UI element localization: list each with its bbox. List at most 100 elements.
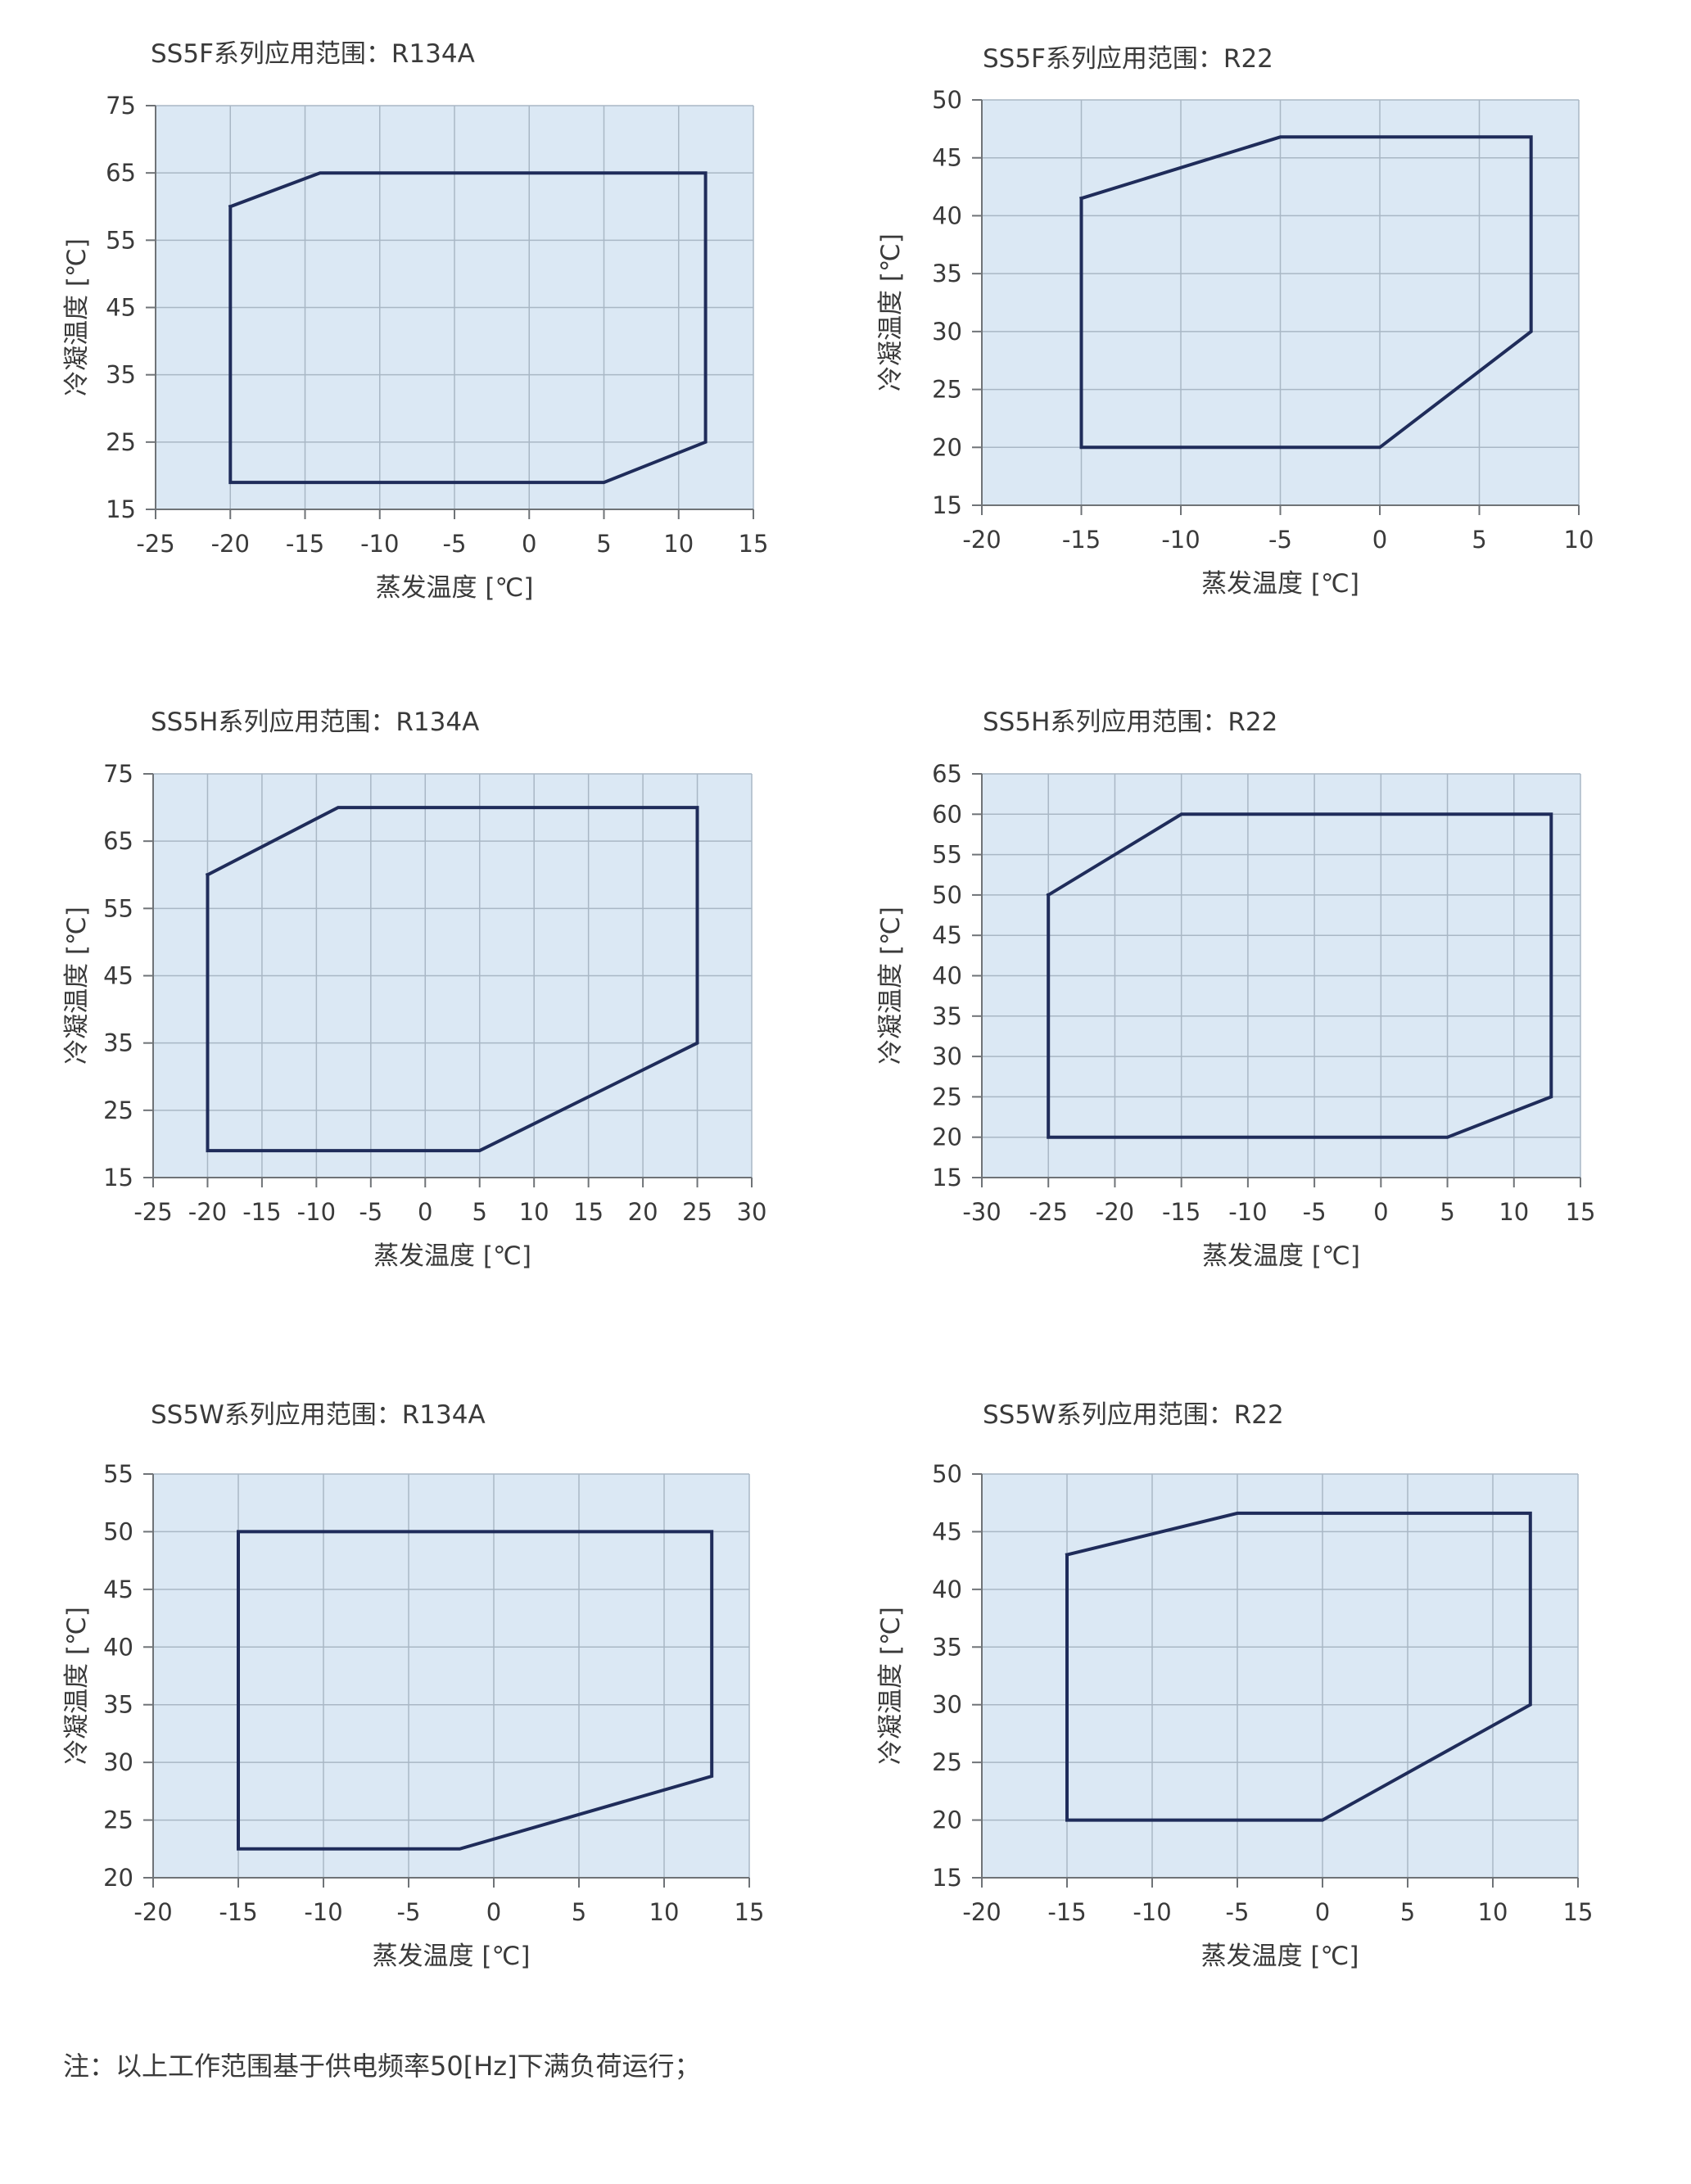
envelope-series-line	[228, 171, 708, 485]
chart-ss5w-r22: SS5W系列应用范围：R22 -20 -15 -10 -5 0 5 10 15 15 20 25 3…	[876, 1400, 1593, 1971]
chart-ss5f-r134a: SS5F系列应用范围：R134A -25 -20 -15 -10 -5 0 5 10 15 15…	[62, 39, 768, 603]
x-tick-label: 10	[519, 1198, 549, 1226]
x-tick-label: -15	[1047, 1898, 1086, 1926]
y-tick-label: 45	[932, 144, 962, 172]
x-tick-label: -15	[242, 1198, 281, 1226]
footnote: 注：以上工作范围基于供电频率50[Hz]下满负荷运行；	[63, 2051, 701, 2082]
x-tick-label: 0	[418, 1198, 432, 1226]
x-tick-label: 20	[628, 1198, 658, 1226]
gridlines	[981, 1473, 1579, 1879]
envelope-series-line	[1046, 812, 1553, 1139]
y-tick-label: 65	[932, 760, 962, 788]
y-tick-labels: 15 25 35 45 55 65 75	[106, 92, 136, 523]
y-tick-labels: 15 20 25 30 35 40 45 50 55 60 65	[932, 760, 962, 1191]
x-tick-label: -15	[1062, 526, 1101, 554]
axes	[972, 1473, 1579, 1888]
envelope-series-line	[237, 1530, 714, 1851]
chart-title: SS5H系列应用范围：R134A	[151, 708, 479, 737]
y-tick-label: 45	[103, 962, 133, 990]
axes	[143, 773, 753, 1187]
x-tick-label: 30	[737, 1198, 767, 1226]
y-tick-label: 15	[932, 491, 962, 519]
plot-area	[153, 1474, 749, 1878]
envelope-series-line	[205, 806, 699, 1153]
x-tick-label: -5	[1303, 1198, 1327, 1226]
y-tick-label: 20	[932, 1806, 962, 1834]
chart-title: SS5H系列应用范围：R22	[983, 708, 1277, 737]
x-tick-label: -10	[1228, 1198, 1267, 1226]
y-tick-label: 50	[103, 1517, 133, 1545]
y-tick-label: 30	[932, 1042, 962, 1070]
x-tick-label: -10	[1133, 1898, 1171, 1926]
y-tick-label: 45	[932, 1517, 962, 1545]
x-tick-label: 5	[1472, 526, 1486, 554]
y-tick-labels: 15 20 25 30 35 40 45 50	[932, 86, 962, 519]
x-tick-label: 10	[649, 1898, 680, 1926]
x-tick-label: -20	[962, 1898, 1001, 1926]
x-tick-label: 5	[572, 1898, 586, 1926]
chart-title: SS5F系列应用范围：R22	[983, 44, 1273, 74]
y-tick-label: 55	[103, 894, 133, 922]
y-tick-label: 40	[932, 1576, 962, 1603]
y-tick-label: 50	[932, 1460, 962, 1488]
x-tick-label: -20	[1096, 1198, 1134, 1226]
x-tick-label: -30	[962, 1198, 1001, 1226]
y-tick-label: 25	[932, 1748, 962, 1776]
y-tick-label: 25	[932, 1083, 962, 1110]
envelope-series-line	[1078, 135, 1533, 450]
x-tick-labels: -20 -15 -10 -5 0 5 10 15	[962, 1898, 1593, 1926]
y-tick-label: 25	[106, 428, 136, 456]
y-tick-label: 75	[106, 92, 136, 120]
y-axis-label: 冷凝温度 [℃]	[62, 1607, 92, 1765]
x-tick-label: -25	[136, 530, 174, 558]
y-tick-label: 15	[932, 1164, 962, 1191]
x-tick-label: 10	[663, 530, 694, 558]
x-tick-label: -20	[188, 1198, 227, 1226]
x-tick-label: 0	[1373, 1198, 1388, 1226]
chart-ss5f-r22: SS5F系列应用范围：R22 -20 -15 -10 -5 0 5 10 15 20 25 30 3…	[876, 44, 1594, 599]
envelope-series-line	[1065, 1511, 1532, 1822]
y-tick-label: 60	[932, 800, 962, 828]
y-tick-label: 40	[932, 201, 962, 229]
y-tick-label: 45	[106, 294, 136, 322]
chart-ss5h-r22: SS5H系列应用范围：R22 -30 -25 -20 -15 -10 -5 0 5 10 15 1…	[876, 708, 1595, 1271]
x-tick-labels: -25 -20 -15 -10 -5 0 5 10 15 20 25 30	[133, 1198, 766, 1226]
y-tick-label: 35	[103, 1029, 133, 1057]
x-tick-label: -20	[133, 1898, 172, 1926]
axes	[143, 1473, 750, 1888]
x-tick-label: -25	[133, 1198, 172, 1226]
y-tick-label: 40	[103, 1633, 133, 1661]
x-tick-label: 0	[1315, 1898, 1330, 1926]
x-tick-label: -10	[1161, 526, 1200, 554]
y-tick-label: 35	[932, 260, 962, 287]
x-tick-label: 15	[573, 1198, 604, 1226]
x-tick-label: -15	[286, 530, 324, 558]
x-tick-label: 0	[522, 530, 536, 558]
y-axis-label: 冷凝温度 [℃]	[876, 233, 906, 391]
y-tick-label: 55	[106, 226, 136, 254]
axes	[146, 105, 754, 519]
x-tick-label: 15	[739, 530, 769, 558]
chart-title: SS5W系列应用范围：R22	[983, 1400, 1284, 1430]
x-tick-label: -15	[219, 1898, 257, 1926]
y-tick-label: 30	[103, 1748, 133, 1776]
x-tick-label: -5	[443, 530, 467, 558]
y-tick-label: 20	[932, 433, 962, 461]
x-tick-labels: -30 -25 -20 -15 -10 -5 0 5 10 15	[962, 1198, 1595, 1226]
y-tick-label: 30	[932, 1691, 962, 1719]
plot-area	[982, 1474, 1578, 1878]
y-tick-label: 50	[932, 86, 962, 114]
x-tick-label: -5	[1268, 526, 1292, 554]
y-tick-label: 65	[103, 827, 133, 855]
y-tick-label: 75	[103, 760, 133, 788]
y-axis-label: 冷凝温度 [℃]	[876, 1607, 906, 1765]
y-tick-label: 25	[932, 376, 962, 404]
chart-title: SS5F系列应用范围：R134A	[151, 39, 475, 69]
y-tick-label: 35	[932, 1002, 962, 1030]
axes	[972, 99, 1580, 515]
y-tick-label: 20	[932, 1124, 962, 1151]
y-tick-label: 35	[103, 1691, 133, 1719]
x-tick-label: 5	[472, 1198, 487, 1226]
y-axis-label: 冷凝温度 [℃]	[62, 238, 92, 396]
y-tick-labels: 15 25 35 45 55 65 75	[103, 760, 133, 1191]
